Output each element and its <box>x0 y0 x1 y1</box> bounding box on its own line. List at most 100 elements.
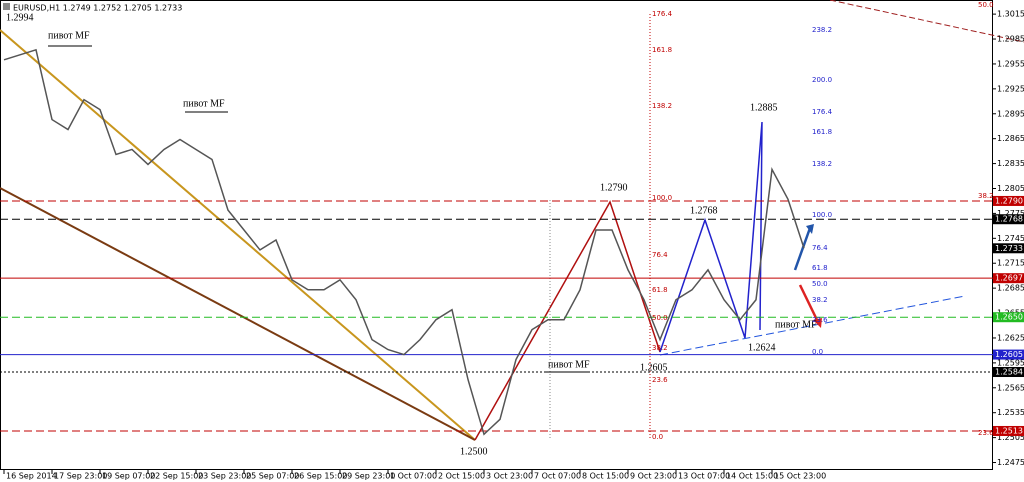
fib-label: 61.8 <box>812 264 828 272</box>
trend-line <box>659 295 966 356</box>
y-tick-label: 1.2745 <box>997 234 1024 243</box>
x-tick-label: 9 Oct 23:00 <box>630 472 677 481</box>
fib-label: 100.0 <box>812 211 832 219</box>
annotation: пивот MF <box>775 319 817 330</box>
price-tag <box>993 243 1024 254</box>
price-tag-label: 1.2513 <box>995 426 1023 435</box>
price-tag <box>993 367 1024 378</box>
price-line <box>3 48 805 436</box>
fib-label: 100.0 <box>652 194 672 202</box>
fib-label: 38.2 <box>978 192 994 200</box>
y-tick-label: 1.2595 <box>997 358 1024 367</box>
fib-label: 50.0 <box>812 280 828 288</box>
price-tag <box>993 214 1024 225</box>
price-tag-label: 1.2733 <box>995 244 1023 253</box>
y-tick-label: 1.2775 <box>997 209 1024 218</box>
y-tick-label: 1.2475 <box>997 458 1024 467</box>
price-tag-label: 1.2605 <box>995 350 1023 359</box>
annotation: 1.2605 <box>640 362 668 373</box>
fib-label: 76.4 <box>812 244 828 252</box>
price-tag <box>993 349 1024 360</box>
chart-title: EURUSD,H1 1.2749 1.2752 1.2705 1.2733 <box>13 4 182 13</box>
price-tag <box>993 273 1024 284</box>
x-tick-label: 7 Oct 07:00 <box>534 472 581 481</box>
arrow-head <box>813 318 822 328</box>
plot-frame <box>0 0 993 470</box>
x-tick-label: 1 Oct 07:00 <box>390 472 437 481</box>
fib-label: 50.0 <box>978 1 994 9</box>
fib-label: 61.8 <box>652 286 668 294</box>
arrow <box>793 227 812 271</box>
y-tick-label: 1.2805 <box>997 184 1024 193</box>
x-tick-label: 14 Oct 15:00 <box>726 472 778 481</box>
x-tick-label: 29 Sep 23:00 <box>342 472 395 481</box>
fib-label: 38.2 <box>652 344 668 352</box>
y-tick-label: 1.2625 <box>997 333 1024 342</box>
fib-label: 38.2 <box>812 296 828 304</box>
price-tag-label: 1.2697 <box>995 274 1023 283</box>
fib-label: 23.6 <box>652 376 668 384</box>
annotation: 1.2624 <box>748 342 776 353</box>
fib-label: 176.4 <box>652 10 673 18</box>
y-tick-label: 1.2955 <box>997 59 1024 68</box>
x-tick-label: 8 Oct 15:00 <box>582 472 629 481</box>
y-tick-label: 1.2715 <box>997 259 1024 268</box>
fib-label: 0.0 <box>812 348 823 356</box>
x-tick-label: 23 Sep 23:00 <box>198 472 251 481</box>
fib-label: 76.4 <box>652 251 668 259</box>
y-tick-label: 1.2985 <box>997 35 1024 44</box>
annotation: 1.2790 <box>600 182 628 193</box>
x-tick-label: 25 Sep 07:00 <box>246 472 299 481</box>
x-tick-label: 16 Sep 2014 <box>6 472 57 481</box>
annotation: 1.2994 <box>6 12 34 23</box>
x-tick-label: 19 Sep 07:00 <box>102 472 155 481</box>
x-tick-label: 22 Sep 15:00 <box>150 472 203 481</box>
y-tick-label: 1.2505 <box>997 433 1024 442</box>
trend-line <box>0 187 476 441</box>
y-tick-label: 1.2565 <box>997 383 1024 392</box>
x-tick-label: 15 Oct 23:00 <box>774 472 826 481</box>
annotation: пивот MF <box>183 98 225 109</box>
price-tag <box>993 312 1024 323</box>
annotation: пивот MF <box>48 30 90 41</box>
annotation: 1.2768 <box>690 205 718 216</box>
x-tick-label: 17 Sep 23:00 <box>54 472 107 481</box>
fib-label: 161.8 <box>812 128 832 136</box>
annotation: 1.2885 <box>750 102 778 113</box>
zigzag <box>474 200 661 441</box>
fib-label: 50.0 <box>652 314 668 322</box>
x-tick-label: 3 Oct 23:00 <box>486 472 533 481</box>
y-tick-label: 1.2535 <box>997 408 1024 417</box>
price-tag <box>993 425 1024 436</box>
arrow-head <box>806 224 814 234</box>
y-tick-label: 1.2685 <box>997 284 1024 293</box>
arrow <box>798 284 820 323</box>
y-tick-label: 1.2925 <box>997 84 1024 93</box>
fib-label: 138.2 <box>652 102 672 110</box>
price-tag-label: 1.2768 <box>995 215 1023 224</box>
y-tick-label: 1.2865 <box>997 134 1024 143</box>
annotation: 1.2500 <box>460 446 488 457</box>
price-tag <box>993 195 1024 206</box>
fib-label: 161.8 <box>652 46 672 54</box>
x-tick-label: 13 Oct 07:00 <box>678 472 730 481</box>
y-tick-label: 1.2835 <box>997 159 1024 168</box>
fib-label: 200.0 <box>812 76 832 84</box>
fib-label: 176.4 <box>812 108 833 116</box>
price-tag-label: 1.2650 <box>995 313 1023 322</box>
y-tick-label: 1.2895 <box>997 109 1024 118</box>
fib-label: 138.2 <box>812 160 832 168</box>
fib-label: 23.6 <box>812 316 828 324</box>
fib-label: 23.6 <box>978 429 994 437</box>
fib-label: 0.0 <box>652 433 663 441</box>
icon <box>3 3 10 10</box>
y-tick-label: 1.3015 <box>997 10 1024 19</box>
price-tag-label: 1.2790 <box>995 196 1023 205</box>
trend-line <box>0 29 476 441</box>
zigzag <box>659 121 763 353</box>
x-tick-label: 2 Oct 15:00 <box>438 472 485 481</box>
x-tick-label: 26 Sep 15:00 <box>294 472 347 481</box>
annotation: пивот MF <box>548 359 590 370</box>
price-tag-label: 1.2584 <box>995 368 1023 377</box>
